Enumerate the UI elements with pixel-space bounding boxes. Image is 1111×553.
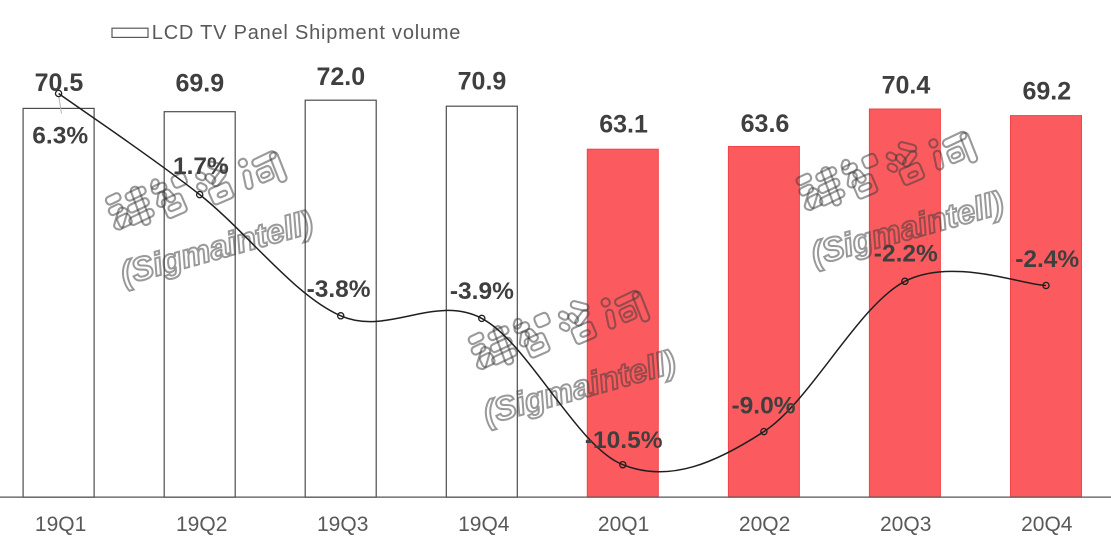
svg-text:-3.8%: -3.8%: [307, 276, 371, 303]
svg-text:-3.9%: -3.9%: [450, 278, 514, 305]
svg-text:19Q4: 19Q4: [458, 513, 510, 536]
svg-text:20Q3: 20Q3: [880, 513, 931, 536]
svg-text:-2.2%: -2.2%: [874, 241, 938, 268]
svg-text:20Q1: 20Q1: [598, 513, 649, 536]
svg-text:63.6: 63.6: [741, 110, 790, 138]
svg-text:1.7%: 1.7%: [173, 153, 229, 180]
svg-text:6.3%: 6.3%: [32, 123, 88, 150]
svg-text:72.0: 72.0: [316, 63, 365, 91]
svg-text:-10.5%: -10.5%: [585, 427, 663, 454]
svg-text:20Q2: 20Q2: [739, 513, 790, 536]
svg-text:19Q2: 19Q2: [176, 513, 227, 536]
svg-text:19Q3: 19Q3: [317, 513, 368, 536]
svg-text:70.5: 70.5: [35, 69, 84, 97]
svg-text:69.2: 69.2: [1022, 78, 1071, 106]
svg-text:20Q4: 20Q4: [1021, 513, 1073, 536]
svg-text:69.9: 69.9: [175, 70, 224, 98]
svg-text:63.1: 63.1: [599, 110, 648, 138]
svg-text:-2.4%: -2.4%: [1015, 246, 1079, 273]
svg-text:70.4: 70.4: [882, 71, 931, 99]
svg-text:70.9: 70.9: [458, 68, 507, 96]
svg-text:-9.0%: -9.0%: [731, 392, 795, 419]
svg-text:LCD TV Panel Shipment volume: LCD TV Panel Shipment volume: [152, 22, 461, 44]
svg-text:19Q1: 19Q1: [35, 513, 86, 536]
